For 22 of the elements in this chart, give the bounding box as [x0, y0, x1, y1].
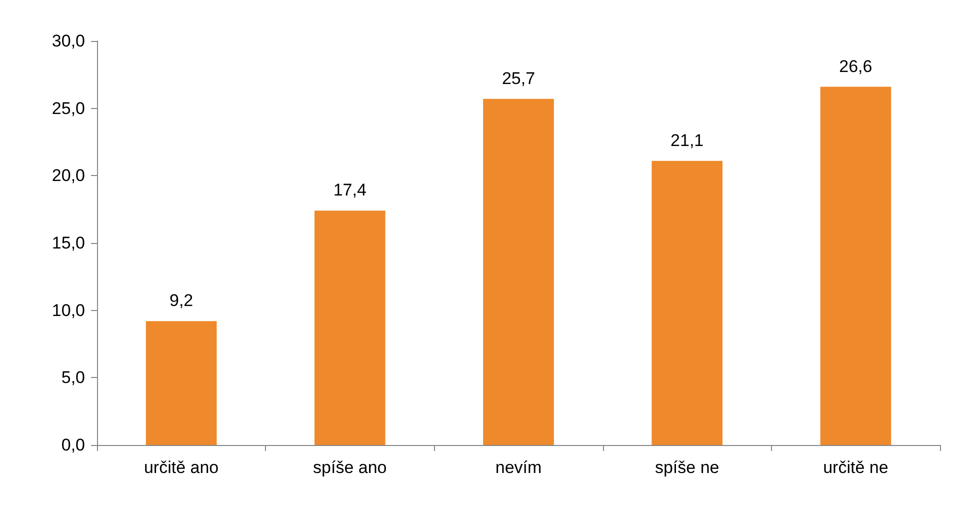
x-tick-label: určitě ano — [144, 458, 219, 477]
y-tick-label: 25,0 — [52, 98, 85, 118]
bar — [820, 86, 892, 445]
data-label: 25,7 — [502, 68, 536, 88]
x-tick-label: určitě ne — [823, 458, 888, 477]
data-label: 9,2 — [169, 291, 194, 310]
y-tick-label: 5,0 — [61, 368, 85, 388]
x-tick-label: spíše ano — [313, 458, 387, 477]
data-label: 21,1 — [670, 130, 704, 150]
y-tick-label: 15,0 — [52, 234, 85, 252]
bar — [146, 321, 217, 445]
bar — [483, 98, 554, 445]
data-label: 17,4 — [333, 180, 366, 200]
y-tick-label: 20,0 — [52, 166, 85, 186]
bar — [314, 210, 386, 445]
data-label: 26,6 — [839, 56, 872, 76]
bar — [652, 160, 723, 445]
y-tick-label: 0,0 — [61, 436, 85, 454]
y-tick-label: 10,0 — [52, 300, 85, 320]
y-tick-label: 30,0 — [52, 32, 85, 50]
x-tick-label: spíše ne — [654, 458, 720, 477]
x-tick-label: nevím — [495, 458, 542, 477]
